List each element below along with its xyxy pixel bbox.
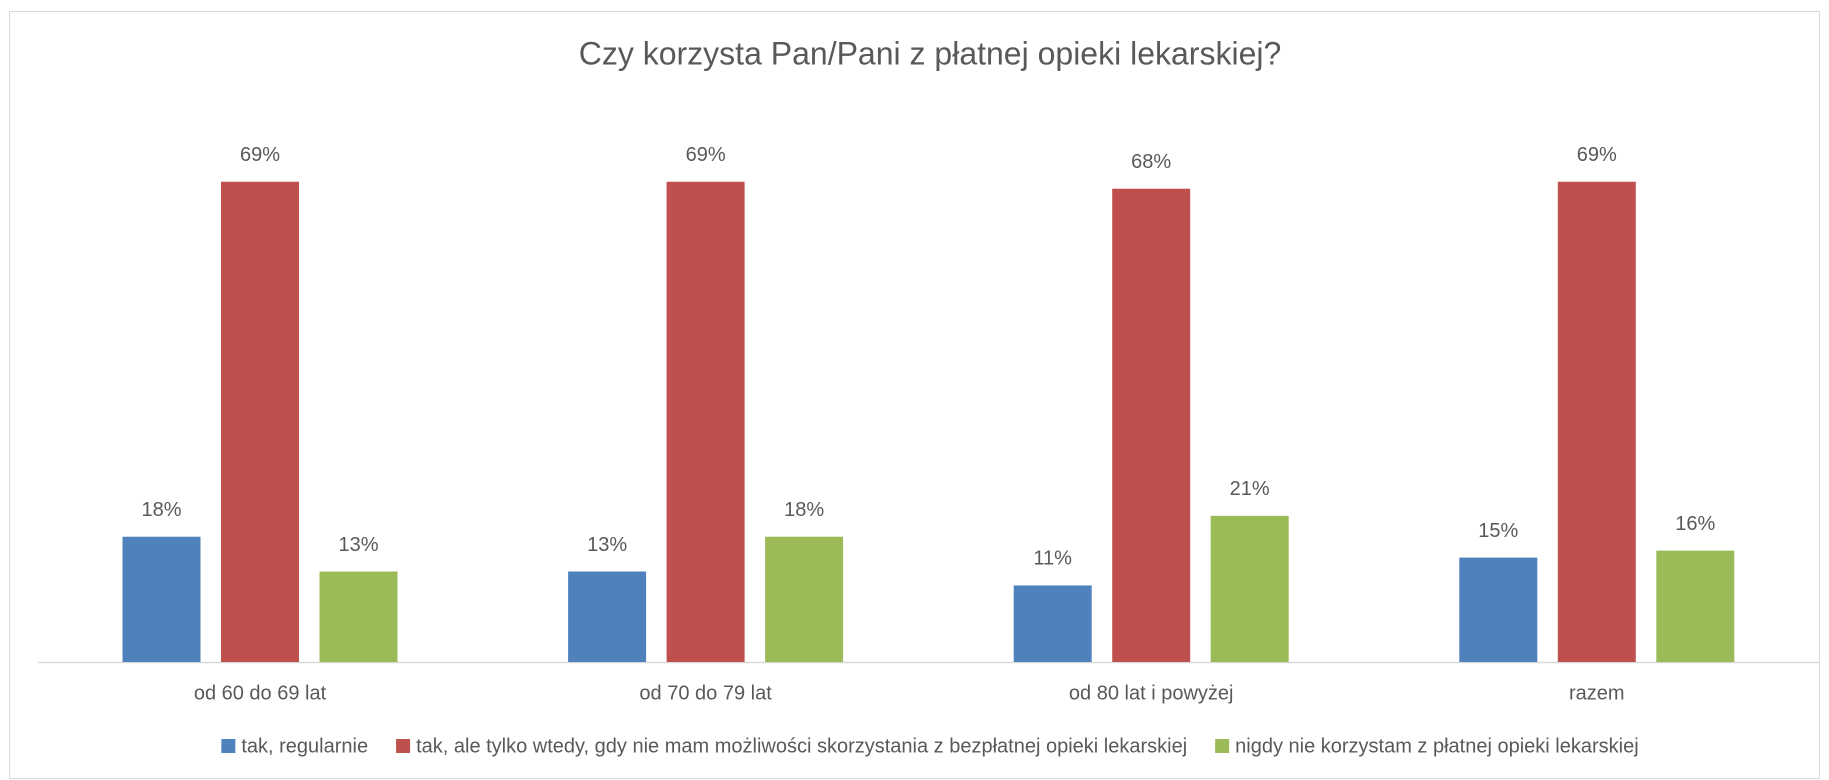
legend-label: tak, regularnie [241, 735, 368, 757]
x-tick-label: razem [1569, 682, 1625, 704]
bar [221, 181, 299, 662]
legend-swatch [1215, 739, 1230, 753]
bar [122, 536, 201, 662]
data-label: 21% [1230, 478, 1270, 500]
data-label: 13% [338, 534, 378, 556]
x-tick-label: od 60 do 69 lat [194, 682, 327, 704]
legend-label: nigdy nie korzystam z płatnej opieki lek… [1235, 735, 1639, 757]
bar [1459, 557, 1538, 662]
data-label: 68% [1131, 151, 1171, 173]
bar [568, 571, 647, 662]
bar [1656, 550, 1735, 662]
bar [666, 181, 745, 662]
data-label: 69% [240, 144, 280, 166]
data-label: 13% [587, 534, 627, 556]
bar [1557, 181, 1636, 662]
bar [1112, 188, 1191, 662]
legend-swatch [396, 739, 411, 753]
bar [1013, 585, 1092, 662]
data-label: 11% [1033, 548, 1072, 570]
chart-title: Czy korzysta Pan/Pani z płatnej opieki l… [579, 35, 1282, 71]
legend-swatch [221, 739, 236, 753]
data-label: 69% [686, 144, 726, 166]
x-tick-label: od 70 do 79 lat [639, 682, 772, 704]
bar [319, 571, 398, 662]
x-tick-label: od 80 lat i powyżej [1069, 682, 1234, 704]
data-label: 69% [1577, 144, 1617, 166]
data-label: 18% [784, 499, 824, 521]
legend-label: tak, ale tylko wtedy, gdy nie mam możliw… [416, 735, 1187, 757]
data-label: 18% [141, 499, 181, 521]
bar [1210, 515, 1289, 662]
data-label: 16% [1675, 513, 1715, 535]
data-label: 15% [1478, 520, 1518, 542]
bar [765, 536, 844, 662]
